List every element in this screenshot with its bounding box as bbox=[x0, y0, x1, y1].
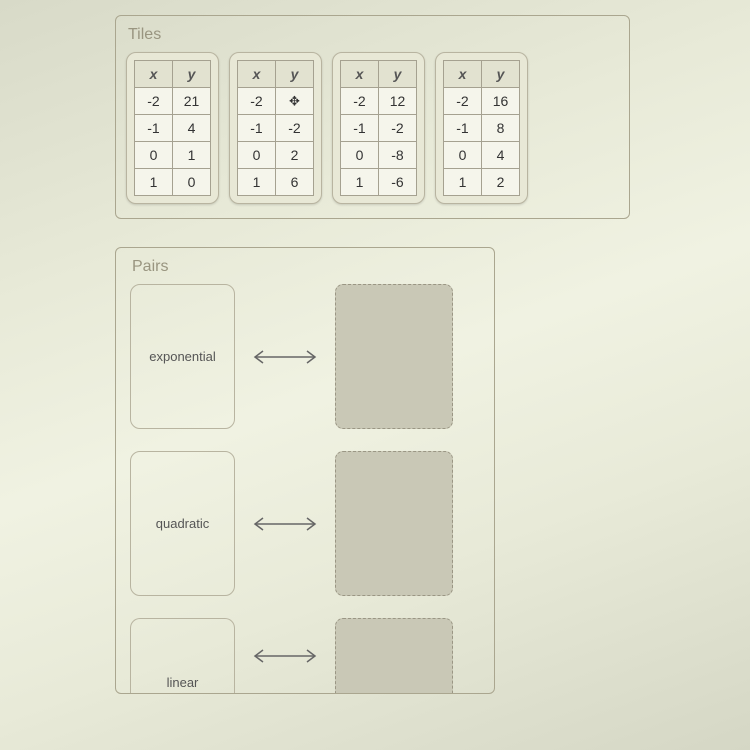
cell: -1 bbox=[135, 115, 173, 142]
pair-row-0: exponential bbox=[130, 284, 480, 429]
cell: -1 bbox=[444, 115, 482, 142]
cell: 1 bbox=[173, 142, 211, 169]
col-x: x bbox=[341, 61, 379, 88]
double-arrow-icon bbox=[249, 348, 321, 366]
cell: 1 bbox=[135, 169, 173, 196]
cell: 0 bbox=[238, 142, 276, 169]
col-x: x bbox=[444, 61, 482, 88]
tiles-title: Tiles bbox=[128, 26, 619, 44]
cell: 0 bbox=[173, 169, 211, 196]
pairs-panel: Pairs exponential quadratic linear bbox=[115, 247, 495, 694]
cell: 1 bbox=[341, 169, 379, 196]
cell: -2 bbox=[341, 88, 379, 115]
cell: 0 bbox=[341, 142, 379, 169]
tile-2-table: xy -212 -1-2 0-8 1-6 bbox=[340, 60, 417, 196]
cell: 8 bbox=[482, 115, 520, 142]
cell: -2 bbox=[238, 88, 276, 115]
cell: -2 bbox=[276, 115, 314, 142]
dropzone-1[interactable] bbox=[335, 451, 453, 596]
cell: -8 bbox=[379, 142, 417, 169]
cell: -2 bbox=[135, 88, 173, 115]
tile-0-table: xy -221 -14 01 10 bbox=[134, 60, 211, 196]
col-y: y bbox=[173, 61, 211, 88]
col-x: x bbox=[238, 61, 276, 88]
cell-with-cursor: -6✥ bbox=[276, 88, 314, 115]
cell: -2 bbox=[379, 115, 417, 142]
tile-2[interactable]: xy -212 -1-2 0-8 1-6 bbox=[332, 52, 425, 204]
cell: 0 bbox=[444, 142, 482, 169]
move-cursor-icon: ✥ bbox=[289, 95, 300, 108]
tile-1[interactable]: xy -2 -6✥ -1-2 02 16 bbox=[229, 52, 322, 204]
cell: 2 bbox=[276, 142, 314, 169]
pair-label-linear: linear bbox=[130, 618, 235, 693]
cell: 6 bbox=[276, 169, 314, 196]
pair-row-2: linear bbox=[130, 618, 480, 693]
cell: 12 bbox=[379, 88, 417, 115]
col-y: y bbox=[379, 61, 417, 88]
cell: 4 bbox=[173, 115, 211, 142]
col-x: x bbox=[135, 61, 173, 88]
tiles-row: xy -221 -14 01 10 xy -2 -6✥ -1-2 02 16 x… bbox=[126, 52, 619, 204]
cell: -1 bbox=[238, 115, 276, 142]
double-arrow-icon bbox=[249, 515, 321, 533]
double-arrow-icon bbox=[249, 647, 321, 665]
cell: 0 bbox=[135, 142, 173, 169]
pair-label-quadratic: quadratic bbox=[130, 451, 235, 596]
cell: -2 bbox=[444, 88, 482, 115]
cell: 16 bbox=[482, 88, 520, 115]
col-y: y bbox=[482, 61, 520, 88]
dropzone-0[interactable] bbox=[335, 284, 453, 429]
tile-1-table: xy -2 -6✥ -1-2 02 16 bbox=[237, 60, 314, 196]
cell: 21 bbox=[173, 88, 211, 115]
cell: 2 bbox=[482, 169, 520, 196]
tiles-panel: Tiles xy -221 -14 01 10 xy -2 -6✥ -1-2 0… bbox=[115, 15, 630, 219]
cell: 4 bbox=[482, 142, 520, 169]
cell: 1 bbox=[444, 169, 482, 196]
cell: 1 bbox=[238, 169, 276, 196]
pair-label-exponential: exponential bbox=[130, 284, 235, 429]
cell: -1 bbox=[341, 115, 379, 142]
cell: -6 bbox=[379, 169, 417, 196]
tile-0[interactable]: xy -221 -14 01 10 bbox=[126, 52, 219, 204]
dropzone-2[interactable] bbox=[335, 618, 453, 693]
pairs-title: Pairs bbox=[132, 258, 480, 276]
tile-3[interactable]: xy -216 -18 04 12 bbox=[435, 52, 528, 204]
tile-3-table: xy -216 -18 04 12 bbox=[443, 60, 520, 196]
col-y: y bbox=[276, 61, 314, 88]
pair-row-1: quadratic bbox=[130, 451, 480, 596]
